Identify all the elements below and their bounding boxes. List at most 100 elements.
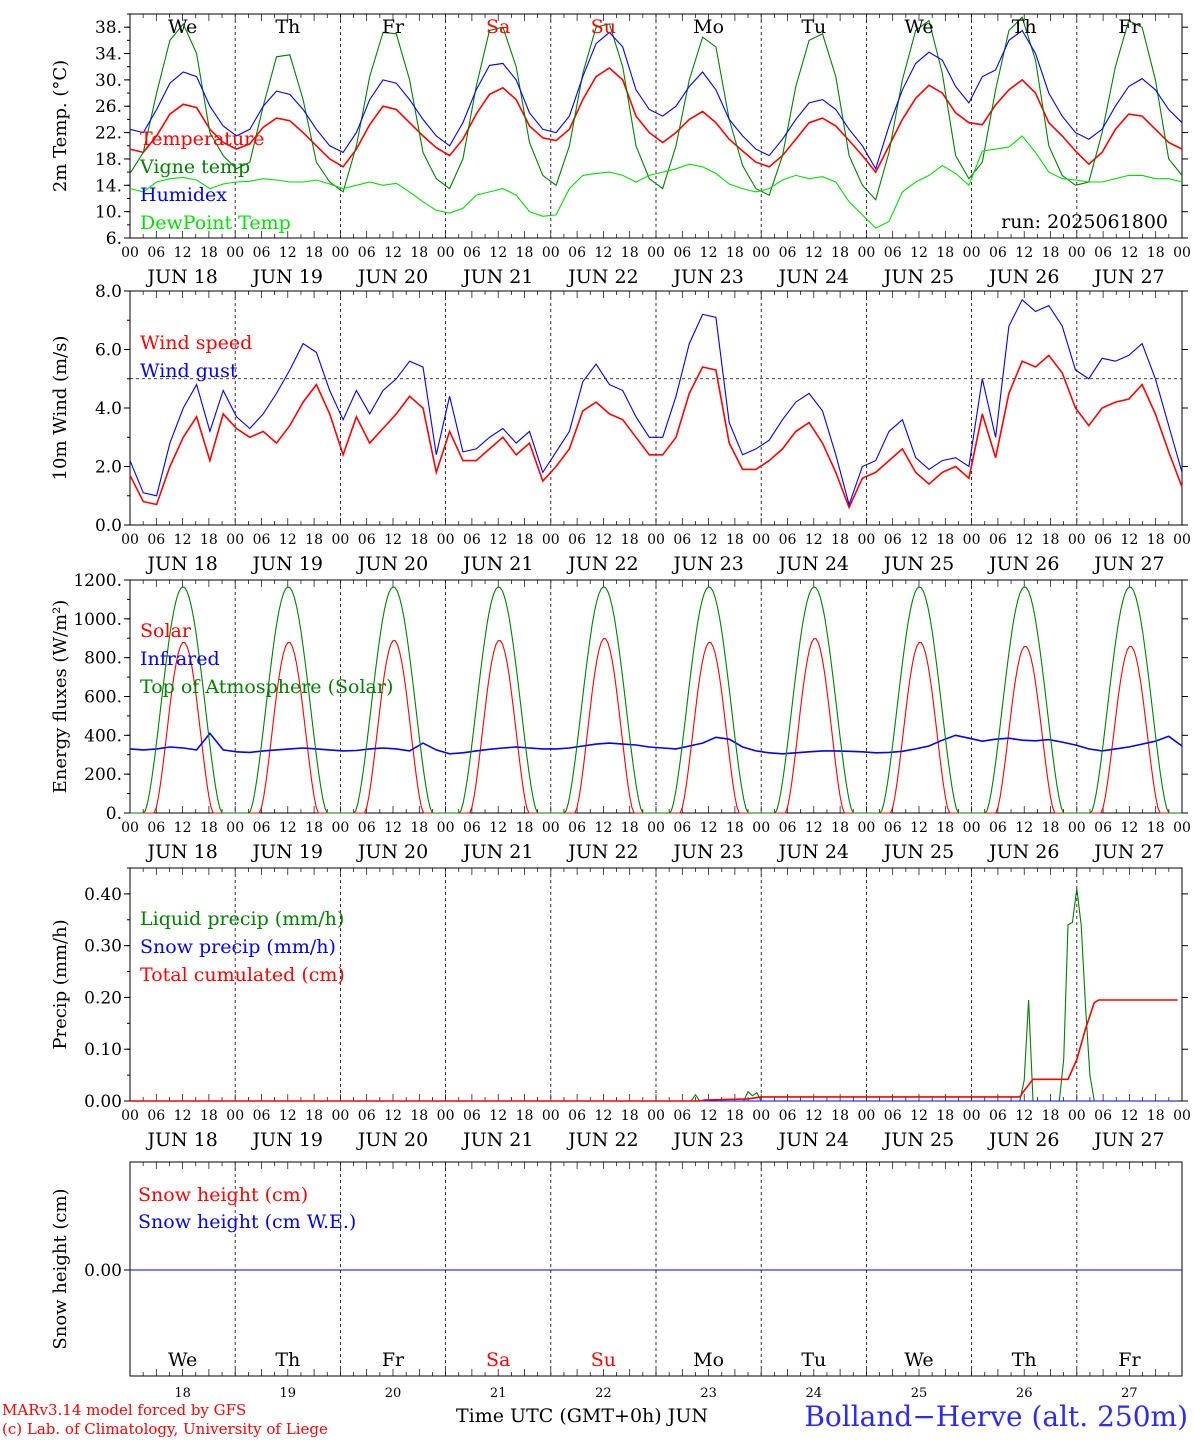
hour-tick-label: 18 xyxy=(726,532,744,548)
date-label: JUN 27 xyxy=(1092,553,1164,575)
series-line-wind-gust xyxy=(129,298,1183,507)
hour-tick-label: 12 xyxy=(279,1108,297,1124)
date-label: JUN 26 xyxy=(987,553,1059,575)
y-tick-label: 26. xyxy=(95,97,122,117)
hour-tick-label: 12 xyxy=(700,1108,718,1124)
y-tick-label: 6.0 xyxy=(95,341,122,361)
hour-tick-label: 00 xyxy=(331,245,349,261)
hour-tick-label: 18 xyxy=(410,820,428,836)
hour-tick-label: 12 xyxy=(805,1108,823,1124)
date-label: JUN 24 xyxy=(777,553,849,575)
hour-tick-label: 12 xyxy=(594,820,612,836)
date-label: JUN 21 xyxy=(461,1129,533,1151)
hour-tick-label: 18 xyxy=(831,1108,849,1124)
day-number-label: 21 xyxy=(490,1386,507,1401)
hour-tick-label: 06 xyxy=(989,1108,1007,1124)
date-label: JUN 20 xyxy=(356,266,428,288)
date-label: JUN 24 xyxy=(777,266,849,288)
hour-tick-label: 18 xyxy=(516,532,534,548)
date-label: JUN 20 xyxy=(356,553,428,575)
date-label: JUN 26 xyxy=(987,1129,1059,1151)
y-axis-label: Energy fluxes (W/m²) xyxy=(50,600,71,794)
y-tick-label: 1000. xyxy=(73,610,122,630)
hour-tick-label: 00 xyxy=(542,245,560,261)
series-line-vigne-temp xyxy=(129,16,1183,201)
hour-tick-label: 06 xyxy=(1094,1108,1112,1124)
hour-tick-label: 18 xyxy=(1147,1108,1165,1124)
panel-precip: 0.00 0.10 0.20 0.30 0.40 Precip (mm/h) Liquid … xyxy=(50,867,1191,1151)
date-label: JUN 22 xyxy=(566,1129,638,1151)
hour-tick-label: 18 xyxy=(726,820,744,836)
hour-tick-label: 00 xyxy=(331,532,349,548)
series-line-temperature xyxy=(129,66,1183,174)
hour-tick-label: 06 xyxy=(989,245,1007,261)
hour-tick-label: 06 xyxy=(358,1108,376,1124)
hour-tick-label: 06 xyxy=(673,245,691,261)
hour-tick-label: 12 xyxy=(489,1108,507,1124)
day-number-label: 19 xyxy=(280,1386,297,1401)
series-line-dewpoint-temp xyxy=(129,135,1183,229)
hour-tick-label: 18 xyxy=(1147,820,1165,836)
hour-tick-label: 06 xyxy=(463,820,481,836)
date-label: JUN 25 xyxy=(882,841,954,863)
hour-tick-label: 12 xyxy=(1015,532,1033,548)
date-label: JUN 21 xyxy=(461,841,533,863)
hour-tick-label: 18 xyxy=(621,820,639,836)
y-tick-label: 0.30 xyxy=(84,937,122,957)
panel-snow: 0.00 Snow height (cm) Snow height (cm) Snow… xyxy=(50,1161,1183,1401)
weekday-label: Mo xyxy=(693,16,724,38)
hour-tick-label: 12 xyxy=(910,532,928,548)
series-line-liquid-precip-mm-h- xyxy=(690,888,1178,1102)
hour-tick-label: 06 xyxy=(989,820,1007,836)
hour-tick-label: 06 xyxy=(1094,245,1112,261)
date-label: JUN 21 xyxy=(461,266,533,288)
day-number-label: 26 xyxy=(1016,1386,1033,1401)
hour-tick-label: 18 xyxy=(200,532,218,548)
y-tick-label: 8.0 xyxy=(95,282,122,302)
hour-tick-label: 12 xyxy=(279,245,297,261)
hour-tick-label: 18 xyxy=(621,245,639,261)
hour-tick-label: 12 xyxy=(489,820,507,836)
weekday-label: Sa xyxy=(486,1349,510,1371)
y-tick-label: 1200. xyxy=(73,571,122,591)
y-tick-label: 10. xyxy=(95,203,122,223)
hour-tick-label: 00 xyxy=(542,532,560,548)
lab-credit: (c) Lab. of Climatology, University of L… xyxy=(2,1420,328,1438)
hour-tick-label: 00 xyxy=(963,820,981,836)
hour-tick-label: 12 xyxy=(384,532,402,548)
hour-tick-label: 18 xyxy=(200,820,218,836)
y-tick-label: 0.00 xyxy=(84,1092,122,1112)
hour-tick-label: 06 xyxy=(884,1108,902,1124)
legend-entry: Wind speed xyxy=(140,332,252,354)
legend-entry: Top of Atmosphere (Solar) xyxy=(140,676,393,698)
time-axis-title-text: Time UTC (GMT+0h) xyxy=(456,1405,662,1427)
date-label: JUN 19 xyxy=(251,553,323,575)
hour-tick-label: 12 xyxy=(700,245,718,261)
hour-tick-label: 12 xyxy=(384,820,402,836)
hour-tick-label: 06 xyxy=(147,1108,165,1124)
hour-tick-label: 00 xyxy=(437,245,455,261)
panel-energy: 0. 200. 400. 600. 800. 1000. 1200.Energy fluxe… xyxy=(50,571,1191,863)
y-tick-label: 0. xyxy=(106,804,122,824)
hour-tick-label: 06 xyxy=(358,532,376,548)
hour-tick-label: 00 xyxy=(331,820,349,836)
date-label: JUN 18 xyxy=(145,266,217,288)
hour-tick-label: 00 xyxy=(752,820,770,836)
hour-tick-label: 06 xyxy=(779,820,797,836)
weekday-label: Th xyxy=(1012,16,1037,38)
date-label: JUN 18 xyxy=(145,1129,217,1151)
hour-tick-label: 06 xyxy=(568,532,586,548)
date-label: JUN 25 xyxy=(882,553,954,575)
y-tick-label: 22. xyxy=(95,124,122,144)
date-label: JUN 23 xyxy=(671,841,743,863)
hour-tick-label: 18 xyxy=(1147,245,1165,261)
weekday-label: Sa xyxy=(486,16,510,38)
legend-entry: Snow height (cm) xyxy=(138,1184,308,1206)
series-line-humidex xyxy=(129,29,1183,171)
series-line-top-of-atmosphere-solar- xyxy=(130,586,1182,814)
day-number-label: 27 xyxy=(1121,1386,1138,1401)
hour-tick-label: 12 xyxy=(384,245,402,261)
y-tick-label: 38. xyxy=(95,18,122,38)
y-tick-label: 6. xyxy=(106,229,122,249)
hour-tick-label: 12 xyxy=(594,532,612,548)
